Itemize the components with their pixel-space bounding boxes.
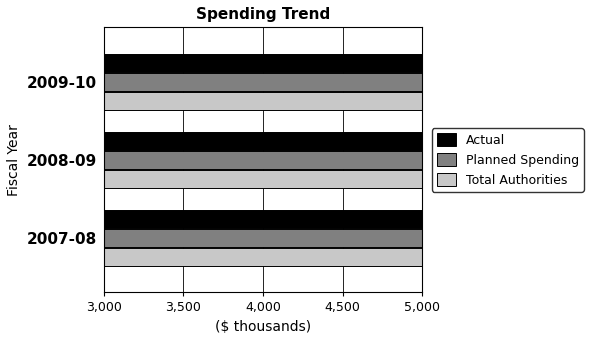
Legend: Actual, Planned Spending, Total Authorities: Actual, Planned Spending, Total Authorit… [432,128,584,192]
Bar [104,151,592,169]
Bar [104,132,592,150]
Title: Spending Trend: Spending Trend [196,7,330,22]
Bar [104,92,592,109]
Y-axis label: Fiscal Year: Fiscal Year [7,124,21,196]
Bar [104,229,592,247]
Bar [104,54,592,72]
Bar [104,210,592,228]
Bar [104,73,592,91]
Bar [104,248,592,266]
Bar [104,169,592,188]
X-axis label: ($ thousands): ($ thousands) [215,320,311,334]
